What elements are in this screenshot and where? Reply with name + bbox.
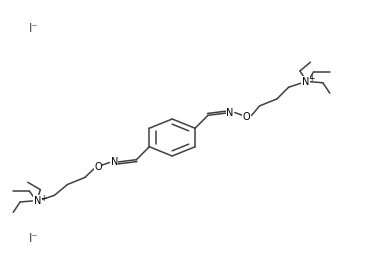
Text: N: N (111, 157, 118, 167)
Text: O: O (243, 112, 250, 122)
Text: O: O (94, 162, 102, 172)
Text: N: N (226, 108, 234, 118)
Text: I⁻: I⁻ (29, 232, 38, 245)
Text: I⁻: I⁻ (29, 22, 38, 35)
Text: N: N (34, 196, 41, 206)
Text: +: + (41, 194, 47, 203)
Text: +: + (308, 75, 315, 84)
Text: N: N (302, 77, 309, 87)
